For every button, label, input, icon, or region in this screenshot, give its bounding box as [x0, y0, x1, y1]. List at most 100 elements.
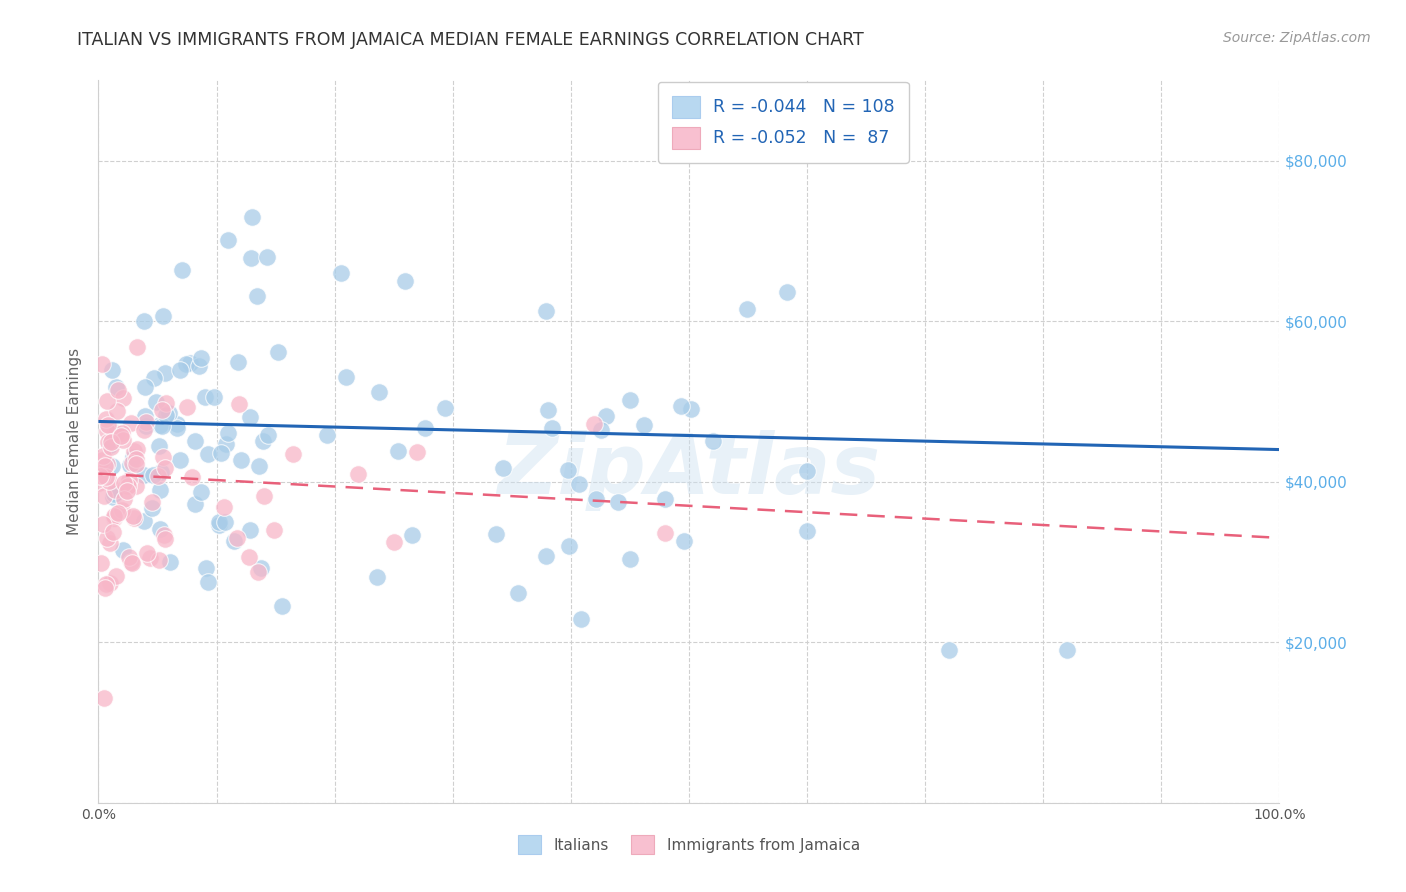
Point [238, 549, 260, 564]
Point [150, 403, 173, 417]
Point [91, 469, 114, 483]
Point [149, 466, 172, 480]
Point [96, 531, 118, 545]
Point [669, 399, 692, 413]
Point [537, 403, 560, 417]
Point [239, 251, 262, 265]
Point [172, 263, 194, 277]
Point [100, 435, 122, 450]
Point [654, 525, 676, 540]
Point [536, 304, 558, 318]
Point [595, 409, 617, 423]
Point [112, 491, 135, 506]
Point [270, 599, 292, 614]
Point [120, 555, 142, 569]
Point [179, 356, 201, 370]
Point [654, 492, 676, 507]
Point [94, 459, 117, 474]
Point [181, 470, 204, 484]
Point [159, 555, 181, 569]
Point [117, 478, 139, 492]
Point [98, 575, 121, 590]
Point [153, 366, 176, 380]
Point [335, 369, 357, 384]
Point [115, 484, 138, 499]
Point [153, 532, 176, 546]
Text: ZipAtlas: ZipAtlas [498, 430, 880, 511]
Point [209, 446, 232, 460]
Point [775, 285, 797, 299]
Point [94, 581, 117, 595]
Point [152, 450, 174, 464]
Point [118, 474, 141, 488]
Point [536, 549, 558, 563]
Point [702, 434, 724, 449]
Point [104, 379, 127, 393]
Point [217, 426, 239, 441]
Point [184, 434, 207, 449]
Point [246, 288, 269, 302]
Point [96, 577, 118, 591]
Point [111, 425, 134, 440]
Point [100, 441, 122, 455]
Point [589, 423, 612, 437]
Point [585, 492, 607, 507]
Point [134, 423, 156, 437]
Point [146, 468, 169, 483]
Point [368, 385, 391, 400]
Point [557, 463, 579, 477]
Point [97, 418, 120, 433]
Point [247, 458, 270, 473]
Point [153, 461, 176, 475]
Point [633, 418, 655, 433]
Point [330, 266, 353, 280]
Point [194, 390, 217, 404]
Point [132, 313, 155, 327]
Point [125, 340, 148, 354]
Point [152, 528, 174, 542]
Point [96, 424, 118, 438]
Point [226, 531, 249, 545]
Point [366, 570, 388, 584]
Point [101, 459, 124, 474]
Point [226, 355, 249, 369]
Point [190, 351, 212, 365]
Point [149, 522, 172, 536]
Point [166, 421, 188, 435]
Point [145, 395, 167, 409]
Point [89, 469, 111, 483]
Point [222, 533, 245, 548]
Point [382, 534, 405, 549]
Point [485, 527, 508, 541]
Point [214, 437, 236, 451]
Point [150, 418, 173, 433]
Point [155, 408, 177, 422]
Point [142, 467, 165, 482]
Point [98, 474, 121, 488]
Point [240, 210, 263, 224]
Point [253, 489, 276, 503]
Point [112, 391, 135, 405]
Point [796, 464, 818, 478]
Point [112, 543, 135, 558]
Point [583, 417, 606, 432]
Point [90, 357, 112, 371]
Point [125, 478, 148, 492]
Point [606, 495, 628, 509]
Point [195, 561, 218, 575]
Point [231, 452, 253, 467]
Point [619, 393, 641, 408]
Point [104, 569, 127, 583]
Point [238, 409, 260, 424]
Point [135, 415, 157, 429]
Point [105, 425, 128, 440]
Point [347, 467, 370, 482]
Point [142, 370, 165, 384]
Point [98, 536, 121, 550]
Point [135, 546, 157, 560]
Point [141, 500, 163, 515]
Point [540, 421, 562, 435]
Point [157, 406, 180, 420]
Point [155, 396, 177, 410]
Point [134, 514, 156, 528]
